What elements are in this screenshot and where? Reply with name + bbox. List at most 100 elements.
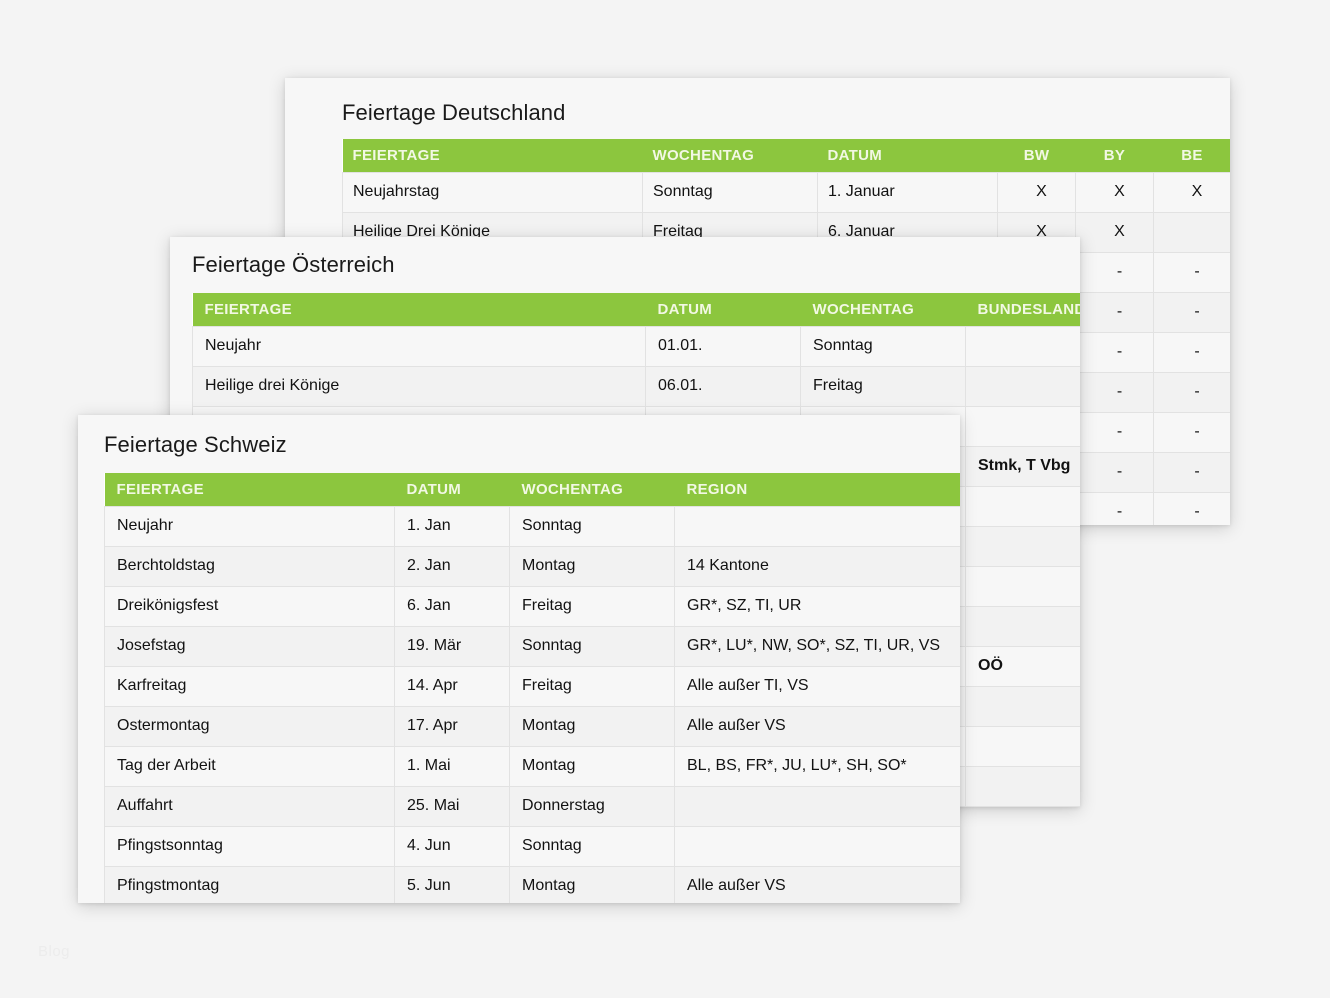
cell-be <box>1153 211 1230 253</box>
table-row[interactable]: Josefstag 19. Mär Sonntag GR*, LU*, NW, … <box>104 625 960 667</box>
cell-state: Stmk, T Vbg <box>965 445 1080 487</box>
cell-date: 14. Apr <box>394 665 510 707</box>
table-row[interactable]: Pfingstmontag 5. Jun Montag Alle außer V… <box>104 865 960 903</box>
cell-state <box>965 485 1080 527</box>
cell-region <box>674 825 960 867</box>
cell-state: OÖ <box>965 645 1080 687</box>
col-wochentag[interactable]: WOCHENTAG <box>800 293 966 326</box>
table-row[interactable]: Ostermontag 17. Apr Montag Alle außer VS <box>104 705 960 747</box>
cell-holiday: Pfingstsonntag <box>104 825 395 867</box>
cell-weekday: Sonntag <box>509 625 675 667</box>
cell-by: - <box>1075 251 1154 293</box>
cell-state <box>965 365 1080 407</box>
table-row[interactable]: Dreikönigsfest 6. Jan Freitag GR*, SZ, T… <box>104 585 960 627</box>
cell-region: Alle außer TI, VS <box>674 665 960 707</box>
cell-date: 19. Mär <box>394 625 510 667</box>
col-datum[interactable]: DATUM <box>817 139 998 172</box>
cell-be: - <box>1153 291 1230 333</box>
table-row[interactable]: Neujahrstag Sonntag 1. Januar X X X <box>342 171 1230 213</box>
table-row[interactable]: Pfingstsonntag 4. Jun Sonntag <box>104 825 960 867</box>
cell-holiday: Josefstag <box>104 625 395 667</box>
cell-date: 1. Jan <box>394 505 510 547</box>
cell-region: GR*, SZ, TI, UR <box>674 585 960 627</box>
table-row[interactable]: Neujahr 01.01. Sonntag <box>192 325 1080 367</box>
table-body-switzerland: Neujahr 1. Jan Sonntag Berchtoldstag 2. … <box>104 505 960 903</box>
cell-holiday: Neujahr <box>104 505 395 547</box>
cell-region: GR*, LU*, NW, SO*, SZ, TI, UR, VS <box>674 625 960 667</box>
cell-holiday: Neujahr <box>192 325 646 367</box>
cell-state <box>965 325 1080 367</box>
table-row[interactable]: Neujahr 1. Jan Sonntag <box>104 505 960 547</box>
cell-date: 25. Mai <box>394 785 510 827</box>
col-datum[interactable]: DATUM <box>394 473 510 506</box>
col-feiertage[interactable]: FEIERTAGE <box>342 139 643 172</box>
cell-weekday: Montag <box>509 865 675 903</box>
cell-state <box>965 405 1080 447</box>
cell-be: - <box>1153 331 1230 373</box>
col-by[interactable]: BY <box>1075 139 1154 172</box>
table-header-row: FEIERTAGE DATUM WOCHENTAG BUNDESLAND <box>192 293 1080 326</box>
cell-state <box>965 805 1080 807</box>
table-row[interactable]: Karfreitag 14. Apr Freitag Alle außer TI… <box>104 665 960 707</box>
cell-be: - <box>1153 371 1230 413</box>
cell-weekday: Freitag <box>800 365 966 407</box>
cell-region: 14 Kantone <box>674 545 960 587</box>
cell-date: 1. Januar <box>817 171 998 213</box>
cell-state <box>965 685 1080 727</box>
cell-by: - <box>1075 331 1154 373</box>
cell-state <box>965 725 1080 767</box>
cell-bw: X <box>997 171 1076 213</box>
col-be[interactable]: BE <box>1153 139 1230 172</box>
cell-date: 01.01. <box>645 325 801 367</box>
cell-region <box>674 785 960 827</box>
table-row[interactable]: Tag der Arbeit 1. Mai Montag BL, BS, FR*… <box>104 745 960 787</box>
col-datum[interactable]: DATUM <box>645 293 801 326</box>
cell-by: - <box>1075 491 1154 525</box>
col-feiertage[interactable]: FEIERTAGE <box>104 473 395 506</box>
cell-be: - <box>1153 251 1230 293</box>
col-feiertage[interactable]: FEIERTAGE <box>192 293 646 326</box>
cell-weekday: Donnerstag <box>509 785 675 827</box>
cell-weekday: Sonntag <box>800 325 966 367</box>
cell-state <box>965 765 1080 807</box>
cell-region: Alle außer VS <box>674 705 960 747</box>
page-title-germany: Feiertage Deutschland <box>342 100 566 125</box>
cell-state <box>965 605 1080 647</box>
cell-weekday: Montag <box>509 705 675 747</box>
card-feiertage-schweiz[interactable]: Feiertage Schweiz FEIERTAGE DATUM WOCHEN… <box>78 415 960 903</box>
cell-weekday: Freitag <box>509 665 675 707</box>
cell-holiday: Auffahrt <box>104 785 395 827</box>
cell-weekday: Montag <box>509 745 675 787</box>
watermark-blog: Blog <box>38 943 71 960</box>
cell-holiday: Neujahrstag <box>342 171 643 213</box>
col-region[interactable]: REGION <box>674 473 960 506</box>
col-bundesland[interactable]: BUNDESLAND <box>965 293 1080 326</box>
cell-be: X <box>1153 171 1230 213</box>
cell-state <box>965 565 1080 607</box>
cell-holiday: Karfreitag <box>104 665 395 707</box>
cell-state <box>965 525 1080 567</box>
cell-by: X <box>1075 211 1154 253</box>
col-wochentag[interactable]: WOCHENTAG <box>642 139 818 172</box>
cell-weekday: Montag <box>509 545 675 587</box>
col-bw[interactable]: BW <box>997 139 1076 172</box>
cell-region: Alle außer VS <box>674 865 960 903</box>
cell-holiday: Ostermontag <box>104 705 395 747</box>
cell-holiday: Heilige drei Könige <box>192 365 646 407</box>
cell-date: 1. Mai <box>394 745 510 787</box>
cell-date: 4. Jun <box>394 825 510 867</box>
table-row[interactable]: Heilige drei Könige 06.01. Freitag <box>192 365 1080 407</box>
table-row[interactable]: Berchtoldstag 2. Jan Montag 14 Kantone <box>104 545 960 587</box>
page-title-switzerland: Feiertage Schweiz <box>104 432 287 457</box>
table-header-row: FEIERTAGE DATUM WOCHENTAG REGION <box>104 473 960 506</box>
cell-weekday: Sonntag <box>509 505 675 547</box>
cell-date: 2. Jan <box>394 545 510 587</box>
col-wochentag[interactable]: WOCHENTAG <box>509 473 675 506</box>
cell-holiday: Berchtoldstag <box>104 545 395 587</box>
cell-date: 5. Jun <box>394 865 510 903</box>
cell-be: - <box>1153 411 1230 453</box>
cell-date: 06.01. <box>645 365 801 407</box>
table-row[interactable]: Auffahrt 25. Mai Donnerstag <box>104 785 960 827</box>
table-switzerland: FEIERTAGE DATUM WOCHENTAG REGION Neujahr… <box>104 473 960 903</box>
